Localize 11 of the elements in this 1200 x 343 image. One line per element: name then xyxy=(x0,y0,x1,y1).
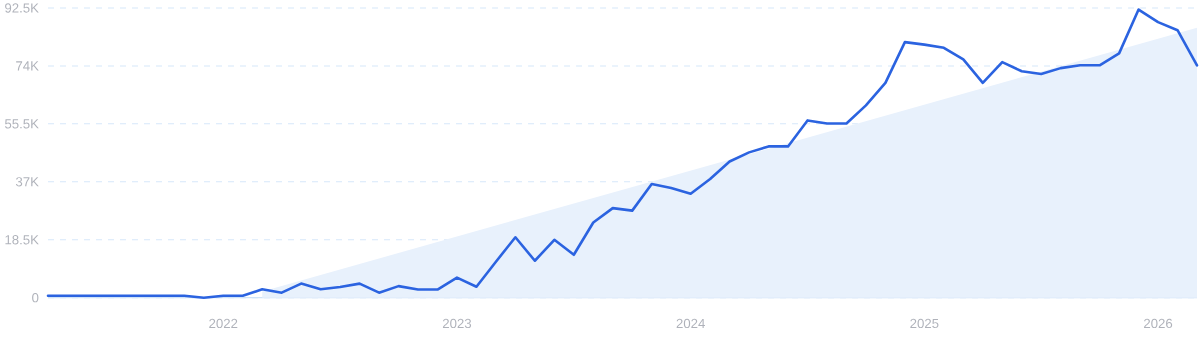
y-tick-label: 74K xyxy=(16,61,39,71)
y-tick-label: 18.5K xyxy=(5,235,39,245)
y-tick-label: 37K xyxy=(15,177,39,187)
y-tick-label: 55.5K xyxy=(4,119,39,129)
y-tick-label: 92.5K xyxy=(5,3,39,13)
x-tick-label: 2022 xyxy=(209,318,238,329)
x-tick-label: 2026 xyxy=(1144,318,1173,329)
y-tick-label: 0 xyxy=(32,293,39,303)
x-tick-label: 2024 xyxy=(676,318,705,329)
x-tick-label: 2025 xyxy=(910,318,939,329)
x-tick-label: 2023 xyxy=(442,318,472,329)
